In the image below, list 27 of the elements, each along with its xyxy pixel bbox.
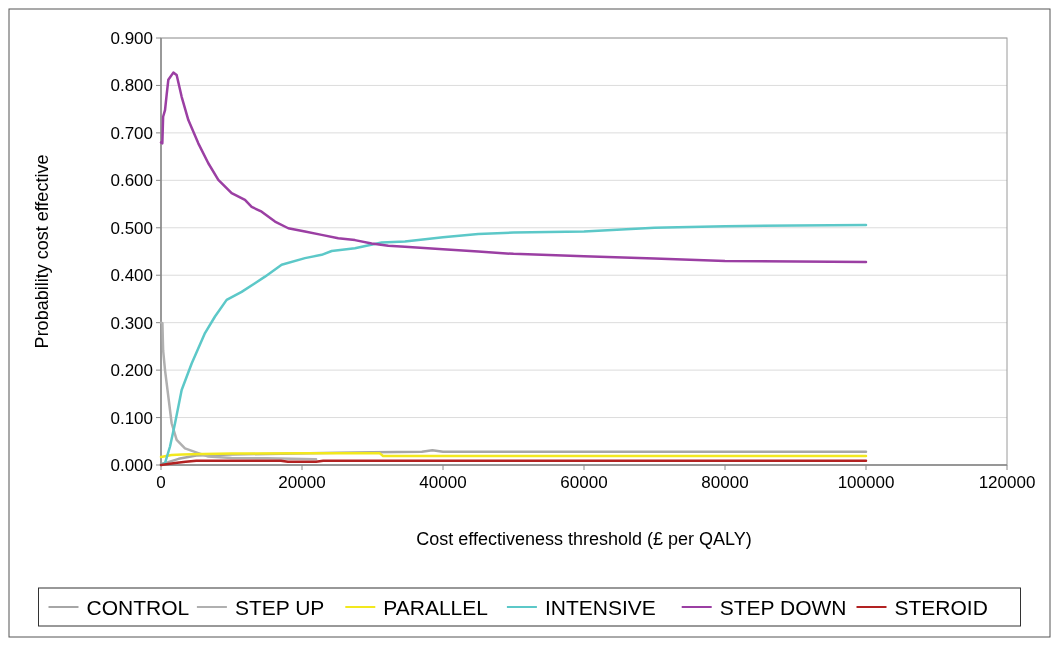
y-tick-label: 0.300 <box>110 313 153 333</box>
x-tick-label: 20000 <box>278 473 326 492</box>
y-tick-label: 0.700 <box>110 123 153 143</box>
y-axis-title: Probability cost effective <box>32 154 52 349</box>
line-series <box>159 223 868 467</box>
y-tick-label: 0.100 <box>110 408 153 428</box>
x-tick-label: 120000 <box>978 473 1036 492</box>
legend-label: STEP UP <box>234 596 325 619</box>
x-tick-label: 40000 <box>419 473 467 492</box>
x-axis-title: Cost effectiveness threshold (£ per QALY) <box>416 529 752 549</box>
line-series <box>159 71 868 264</box>
y-tick-label: 0.200 <box>110 361 153 381</box>
y-tick-label: 0.000 <box>110 456 153 475</box>
y-tick-label: 0.600 <box>110 171 153 191</box>
legend-label: PARALLEL <box>383 596 488 619</box>
x-tick-label: 80000 <box>701 473 749 492</box>
legend-label: CONTROL <box>86 596 190 619</box>
x-tick-label: 0 <box>156 473 166 492</box>
legend-label: STEROID <box>894 596 988 619</box>
y-tick-label: 0.500 <box>110 218 153 238</box>
legend-label: INTENSIVE <box>544 596 656 619</box>
x-tick-label: 60000 <box>560 473 608 492</box>
y-tick-label: 0.900 <box>110 29 153 48</box>
y-tick-label: 0.400 <box>110 266 153 286</box>
legend-label: STEP DOWN <box>719 596 847 619</box>
x-tick-label: 100000 <box>837 473 895 492</box>
y-tick-label: 0.800 <box>110 76 153 96</box>
